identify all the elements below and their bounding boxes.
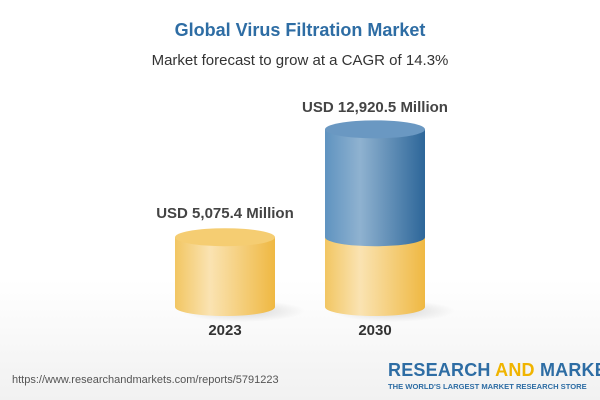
category-label-2030: 2030 [358, 322, 391, 339]
cylinder-growth-2030-body [325, 129, 425, 247]
cylinder-2023-top [175, 228, 275, 247]
value-label-2023: USD 5,075.4 Million [156, 205, 294, 222]
cylinder-base-2030-body [325, 237, 425, 316]
cylinder-2023-body [175, 237, 275, 316]
category-label-2023: 2023 [208, 322, 241, 339]
report-url[interactable]: https://www.researchandmarkets.com/repor… [12, 374, 279, 386]
chart-title: Global Virus Filtration Market [174, 20, 426, 40]
logo-text-research: RESEARCH [388, 360, 496, 380]
cylinder-growth-2030-top [325, 120, 425, 139]
logo-text-markets: MARKETS [539, 360, 600, 380]
logo-tagline: THE WORLD'S LARGEST MARKET RESEARCH STOR… [388, 382, 587, 391]
value-label-2030: USD 12,920.5 Million [302, 99, 448, 116]
research-and-markets-logo: RESEARCH AND MARKETS THE WORLD'S LARGEST… [388, 360, 600, 391]
cylinder-chart: USD 5,075.4 Million USD 12,920.5 Million… [156, 99, 455, 339]
logo-text-and: AND [495, 360, 535, 380]
chart-subtitle: Market forecast to grow at a CAGR of 14.… [151, 52, 449, 69]
